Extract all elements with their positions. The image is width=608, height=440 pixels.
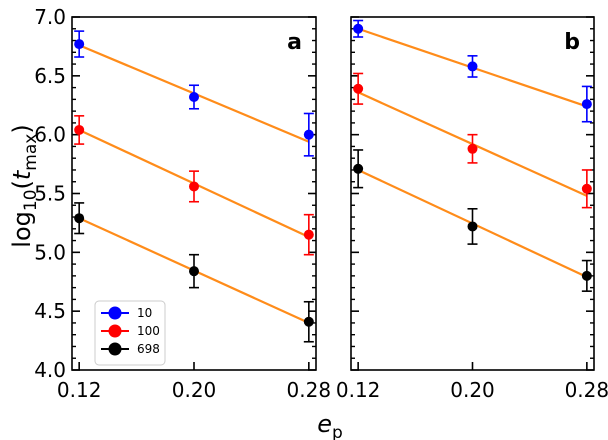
panel-a-point-698 xyxy=(303,316,314,327)
y-tick-label: 6.0 xyxy=(34,123,66,147)
panel-a-x-tick-label: 0.28 xyxy=(287,378,332,402)
y-axis-title-var-sub: max xyxy=(21,134,41,171)
panel-b-point-10 xyxy=(467,61,478,72)
panel-a-point-10 xyxy=(303,129,314,140)
panel-a-point-10 xyxy=(74,39,85,50)
panel-b-point-698 xyxy=(581,270,592,281)
panel-a-point-100 xyxy=(189,181,199,192)
legend-marker-698 xyxy=(108,342,122,356)
legend-label-10: 10 xyxy=(137,306,152,320)
y-tick-label: 4.5 xyxy=(34,299,66,323)
legend-entry-100: 100 xyxy=(101,324,160,338)
panel-a-point-698 xyxy=(74,213,85,224)
panel-b-x-tick-label: 0.20 xyxy=(450,378,495,402)
panel-b-point-100 xyxy=(467,143,478,154)
y-axis-title: log10(tmax) xyxy=(8,124,41,247)
panel-b: 0.12 0.20 0.28 b xyxy=(336,16,608,402)
panel-b-x-tick-label: 0.28 xyxy=(565,378,608,402)
panel-b-point-698 xyxy=(467,221,478,232)
legend-label-698: 698 xyxy=(137,342,160,356)
panel-b-point-698 xyxy=(353,163,364,174)
panel-b-point-100 xyxy=(581,183,592,194)
panel-a-point-100 xyxy=(74,124,85,135)
y-tick-label: 7.0 xyxy=(34,5,66,29)
panel-a: 4.0 4.5 5.0 5.5 6.0 6.5 7.0 0.12 0.20 0.28 a xyxy=(34,5,331,402)
x-axis-title-var: e xyxy=(317,410,332,438)
legend-marker-10 xyxy=(108,306,122,320)
y-axis-title-var: t xyxy=(8,169,36,180)
legend-marker-100 xyxy=(108,324,122,338)
y-tick-label: 5.5 xyxy=(34,182,66,206)
panel-b-point-10 xyxy=(353,23,364,34)
legend-entry-10: 10 xyxy=(101,306,152,320)
y-tick-label: 4.0 xyxy=(34,358,66,382)
panel-a-letter: a xyxy=(287,30,302,55)
panel-a-x-tick-label: 0.20 xyxy=(172,378,217,402)
legend-entry-698: 698 xyxy=(101,342,160,356)
panel-a-point-10 xyxy=(189,92,199,103)
panel-a-point-698 xyxy=(189,266,199,277)
legend: 10 100 698 xyxy=(94,300,166,366)
panel-b-point-10 xyxy=(581,99,592,110)
x-axis-title-sub: p xyxy=(332,423,343,440)
panel-b-x-tick-label: 0.12 xyxy=(336,378,381,402)
legend-label-100: 100 xyxy=(137,324,160,338)
y-tick-label: 6.5 xyxy=(34,64,66,88)
panel-a-point-100 xyxy=(303,229,314,240)
y-axis-title-paren-close: ) xyxy=(8,124,36,133)
y-axis-title-paren-open: ( xyxy=(8,180,36,189)
y-axis-title-base: 10 xyxy=(21,189,41,211)
y-axis-title-log: log xyxy=(8,211,36,248)
x-axis-title: ep xyxy=(317,410,343,440)
y-tick-label: 5.0 xyxy=(34,240,66,264)
panel-b-letter: b xyxy=(564,30,580,55)
panel-a-x-tick-label: 0.12 xyxy=(57,378,102,402)
panel-b-point-100 xyxy=(353,83,364,94)
